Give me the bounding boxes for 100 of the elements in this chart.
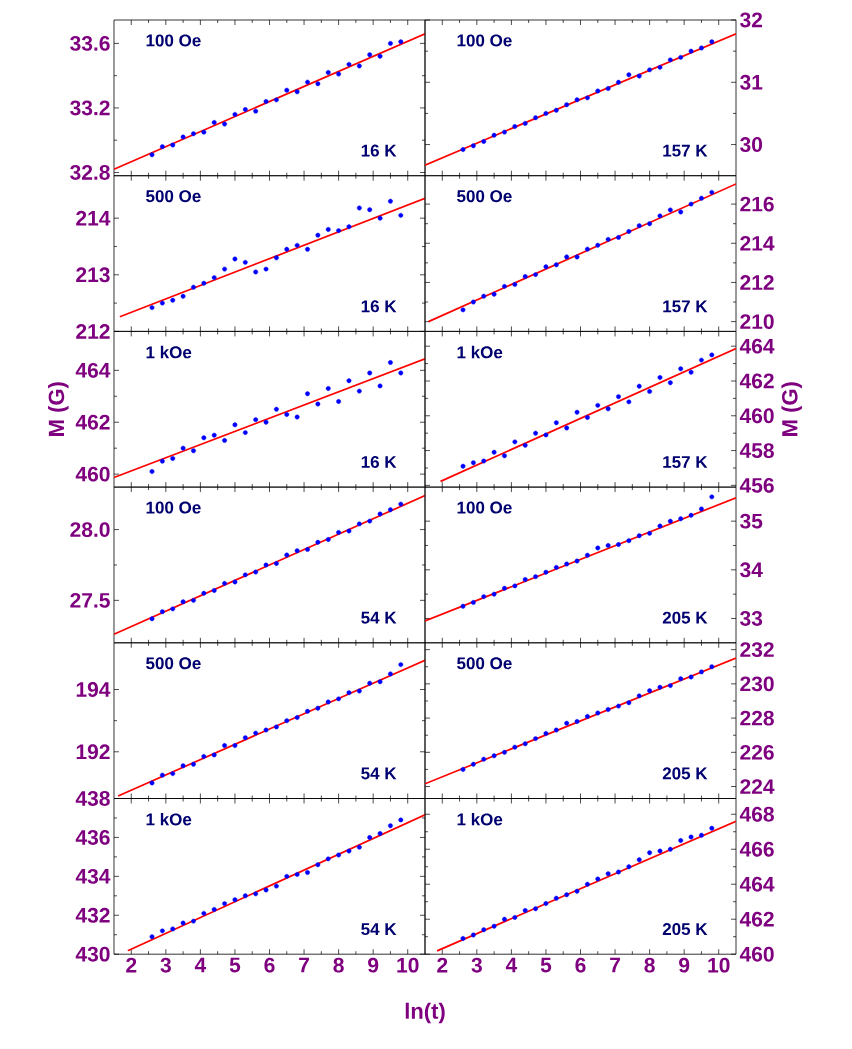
point bbox=[553, 895, 559, 901]
point bbox=[149, 934, 155, 940]
y-tick-label: 464 bbox=[739, 338, 775, 354]
annotation: 500 Oe bbox=[457, 657, 512, 670]
point bbox=[678, 366, 684, 372]
annotation: 16 K bbox=[361, 300, 397, 313]
point bbox=[253, 891, 259, 897]
y-axis-title: M (G) bbox=[48, 382, 69, 436]
point bbox=[284, 873, 290, 879]
point bbox=[657, 684, 663, 690]
point bbox=[512, 439, 518, 445]
point bbox=[388, 198, 393, 204]
point bbox=[564, 720, 570, 726]
point bbox=[522, 577, 528, 582]
point bbox=[595, 545, 601, 551]
point bbox=[460, 307, 466, 313]
point bbox=[294, 242, 300, 248]
point bbox=[336, 852, 342, 858]
point bbox=[263, 887, 269, 893]
point bbox=[356, 388, 362, 394]
point bbox=[647, 389, 653, 394]
point bbox=[377, 383, 383, 389]
point bbox=[699, 832, 704, 838]
point bbox=[398, 370, 404, 376]
point bbox=[564, 102, 570, 108]
point bbox=[688, 674, 694, 680]
point bbox=[315, 401, 321, 407]
y-tick-label: 194 bbox=[76, 682, 111, 697]
point bbox=[201, 910, 207, 916]
point bbox=[647, 67, 653, 73]
point bbox=[170, 606, 176, 612]
point bbox=[367, 835, 373, 840]
point bbox=[688, 369, 694, 375]
point bbox=[470, 932, 476, 938]
point bbox=[543, 569, 549, 575]
point bbox=[201, 590, 207, 596]
point bbox=[564, 561, 570, 567]
point bbox=[491, 591, 497, 597]
point bbox=[232, 111, 238, 117]
y-tick-label: 438 bbox=[75, 791, 110, 806]
y-tick-label: 28.0 bbox=[70, 522, 110, 537]
point bbox=[336, 530, 342, 535]
point bbox=[180, 445, 186, 451]
point bbox=[543, 432, 549, 438]
point bbox=[647, 850, 653, 856]
point bbox=[274, 406, 279, 412]
point bbox=[232, 256, 238, 262]
point bbox=[191, 284, 196, 290]
point bbox=[305, 708, 310, 714]
point bbox=[460, 936, 466, 941]
point bbox=[688, 834, 694, 840]
point bbox=[522, 120, 528, 126]
point bbox=[232, 579, 238, 585]
point bbox=[533, 115, 538, 121]
point bbox=[346, 690, 352, 696]
point bbox=[616, 869, 621, 875]
point bbox=[180, 134, 186, 140]
point bbox=[263, 562, 269, 568]
point bbox=[356, 844, 362, 850]
point bbox=[242, 572, 248, 578]
point bbox=[502, 916, 507, 922]
point bbox=[533, 574, 538, 580]
point bbox=[232, 743, 238, 748]
point bbox=[522, 274, 528, 279]
point bbox=[460, 603, 466, 609]
point bbox=[636, 223, 642, 229]
point bbox=[367, 680, 373, 686]
point bbox=[305, 246, 310, 252]
y-tick-label: 226 bbox=[740, 744, 774, 760]
point bbox=[699, 45, 704, 51]
point bbox=[242, 107, 248, 112]
point bbox=[491, 753, 497, 759]
point bbox=[688, 48, 694, 54]
point bbox=[388, 823, 393, 829]
point bbox=[274, 883, 279, 889]
point bbox=[159, 772, 165, 778]
point bbox=[253, 730, 259, 736]
point bbox=[595, 402, 601, 408]
point bbox=[356, 205, 362, 211]
point bbox=[553, 420, 559, 426]
point bbox=[678, 209, 684, 215]
point bbox=[574, 558, 580, 564]
point bbox=[346, 61, 352, 67]
point bbox=[242, 893, 248, 899]
y-axis-title: M (G) bbox=[781, 382, 802, 436]
point bbox=[159, 144, 165, 150]
point bbox=[470, 299, 476, 305]
point bbox=[346, 378, 352, 384]
point bbox=[191, 761, 196, 767]
point bbox=[481, 458, 487, 464]
point bbox=[470, 600, 476, 605]
point bbox=[191, 448, 196, 454]
point bbox=[543, 901, 549, 906]
point bbox=[325, 856, 331, 862]
point bbox=[159, 609, 165, 615]
point bbox=[367, 370, 373, 376]
point bbox=[159, 458, 165, 464]
point bbox=[699, 195, 704, 201]
point bbox=[305, 546, 310, 552]
annotation: 100 Oe bbox=[457, 34, 512, 47]
